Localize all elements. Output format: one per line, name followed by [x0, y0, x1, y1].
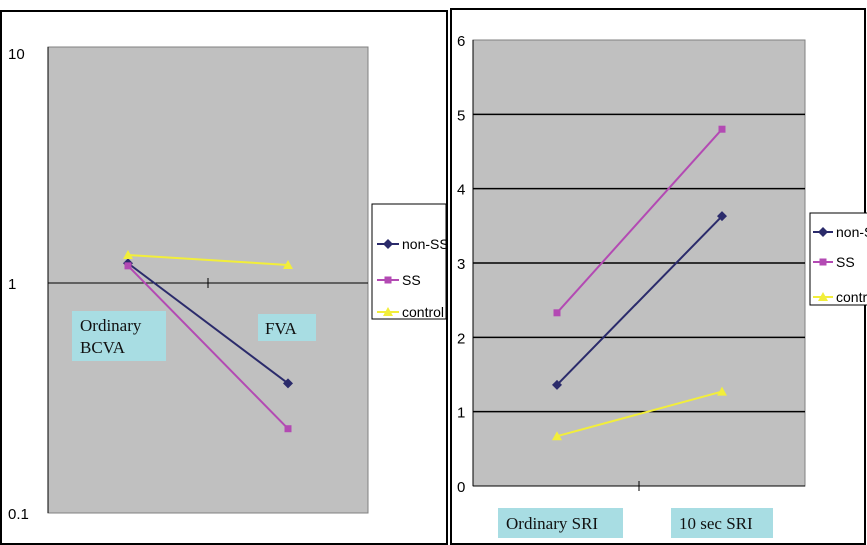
- legend-label-control: control: [402, 304, 444, 320]
- right-y-tick-labels: 0 1 2 3 4 5 6: [457, 33, 465, 496]
- right-y-tick-label: 5: [457, 107, 465, 124]
- left-category-label-box: [72, 311, 166, 361]
- right-y-tick-label: 2: [457, 330, 465, 347]
- left-legend-box: [371, 203, 447, 320]
- right-category-label: Ordinary SRI: [506, 514, 598, 533]
- series-line-control: [556, 390, 723, 438]
- right-gridlines: [473, 113, 805, 413]
- right-category-label-box: [498, 508, 623, 538]
- data-point-control: [552, 431, 562, 441]
- right-y-tick-label: 4: [457, 182, 465, 199]
- data-point-non-SS: [552, 379, 562, 390]
- right-chart: 0 1 2 3 4 5 6 Ordinary SRI 10 sec SRI non-SS SS…: [457, 33, 867, 538]
- left-y-tick-label: 0.1: [8, 506, 29, 523]
- left-series-group: [123, 250, 293, 433]
- legend-marker-SS: [384, 276, 392, 284]
- legend-label-control: control: [836, 289, 867, 305]
- left-panel-border: [0, 10, 448, 545]
- legend-label-non-SS: non-SS: [402, 236, 449, 252]
- legend-marker-non-SS: [818, 227, 828, 237]
- legend-marker-control: [383, 307, 393, 316]
- left-category-label-line: BCVA: [80, 338, 126, 357]
- data-point-SS: [553, 309, 561, 317]
- right-category-label-box: [671, 508, 773, 538]
- data-point-SS: [718, 125, 726, 133]
- series-line-non-SS: [556, 215, 723, 386]
- series-line-non-SS: [127, 262, 289, 385]
- right-series-group: [552, 125, 727, 441]
- right-category-label: 10 sec SRI: [679, 514, 753, 533]
- series-line-control: [127, 254, 289, 266]
- right-legend: non-SS SS control: [813, 224, 867, 305]
- data-point-SS: [124, 262, 132, 270]
- data-point-non-SS: [283, 378, 293, 389]
- left-category-label-box: [258, 314, 316, 341]
- left-category-label-line: Ordinary: [80, 316, 142, 335]
- right-y-tick-label: 6: [457, 33, 465, 50]
- left-category-label-line: FVA: [265, 319, 298, 338]
- left-y-tick-label: 1: [8, 276, 16, 293]
- series-line-SS: [556, 128, 723, 314]
- legend-marker-control: [818, 292, 828, 301]
- data-point-control: [283, 259, 293, 269]
- right-y-tick-label: 1: [457, 405, 465, 422]
- left-legend: non-SS SS control: [377, 236, 449, 320]
- data-point-SS: [284, 425, 292, 433]
- legend-marker-non-SS: [383, 239, 393, 249]
- legend-marker-SS: [819, 258, 827, 266]
- left-chart: 10 1 0.1 Ordinary BCVA FVA non-SS SS contr…: [8, 46, 449, 523]
- legend-label-SS: SS: [402, 272, 421, 288]
- legend-label-non-SS: non-SS: [836, 224, 867, 240]
- legend-label-SS: SS: [836, 254, 855, 270]
- right-y-tick-label: 3: [457, 256, 465, 273]
- data-point-control: [717, 386, 727, 396]
- series-line-SS: [127, 265, 289, 430]
- data-point-non-SS: [717, 211, 727, 222]
- data-point-control: [123, 250, 133, 260]
- left-y-tick-label: 10: [8, 46, 25, 63]
- right-y-tick-label: 0: [457, 479, 465, 496]
